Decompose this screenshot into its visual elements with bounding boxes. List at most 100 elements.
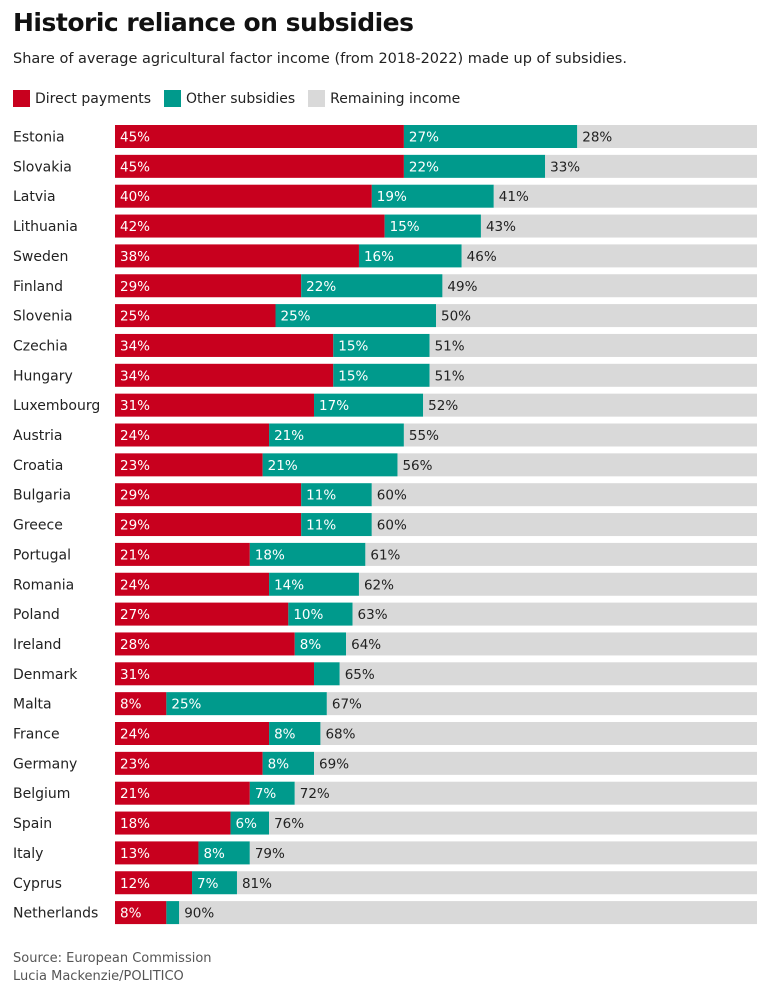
bar-segment-remaining-income [429, 363, 757, 387]
data-label-direct-payments: 8% [120, 906, 142, 922]
bar-segment-remaining-income [346, 632, 757, 656]
category-label: Finland [13, 279, 63, 295]
bar-segment-other-subsidies [198, 841, 250, 865]
data-label-other-subsidies: 8% [268, 756, 290, 772]
category-label: Bulgaria [13, 488, 71, 504]
data-label-other-subsidies: 10% [293, 607, 323, 623]
data-label-other-subsidies: 6% [236, 816, 258, 832]
bar-segment-other-subsidies [358, 244, 462, 268]
bar-segment-direct-payments [115, 304, 276, 328]
bar-segment-direct-payments [115, 423, 270, 447]
bar-segment-direct-payments [115, 333, 334, 357]
bar-row-romania: Romania 24% 14% 62% [13, 572, 757, 596]
data-label-remaining-income: 90% [184, 906, 214, 922]
bar-segment-remaining-income [320, 722, 757, 745]
bar-segment-remaining-income [397, 453, 757, 477]
bar-segment-direct-payments [115, 632, 295, 656]
bar-segment-direct-payments [115, 125, 404, 148]
data-label-other-subsidies: 7% [197, 876, 219, 892]
legend-item-other-subsidies: Other subsidies [164, 90, 295, 107]
bar-segment-other-subsidies [230, 811, 270, 835]
bar-segment-other-subsidies [192, 871, 237, 895]
bar-row-greece: Greece 29% 11% 60% [13, 513, 757, 537]
category-label: Netherlands [13, 906, 98, 922]
bar-segment-remaining-income [442, 274, 757, 298]
legend-item-direct-payments: Direct payments [13, 90, 151, 107]
category-label: Malta [13, 697, 52, 713]
bar-segment-direct-payments [115, 871, 193, 895]
bar-segment-direct-payments [115, 901, 167, 925]
data-label-other-subsidies: 17% [319, 398, 349, 414]
bar-row-ireland: Ireland 28% 8% 64% [13, 632, 757, 656]
bar-segment-direct-payments [115, 811, 231, 835]
data-label-direct-payments: 24% [120, 577, 150, 593]
bar-row-austria: Austria 24% 21% 55% [13, 423, 757, 447]
bar-segment-other-subsidies [301, 483, 372, 507]
category-label: Slovenia [13, 309, 73, 325]
bar-row-luxembourg: Luxembourg 31% 17% 52% [13, 393, 757, 417]
data-label-remaining-income: 60% [377, 488, 407, 504]
bar-segment-remaining-income [545, 154, 757, 178]
data-label-direct-payments: 24% [120, 727, 150, 743]
data-label-remaining-income: 68% [325, 727, 355, 743]
category-label: Luxembourg [13, 398, 100, 414]
bar-segment-other-subsidies [269, 722, 321, 745]
bar-segment-other-subsidies [301, 513, 372, 537]
category-label: Italy [13, 846, 43, 862]
bar-segment-remaining-income [429, 333, 757, 357]
legend-item-remaining-income: Remaining income [308, 90, 460, 107]
data-label-direct-payments: 45% [120, 130, 150, 146]
bar-segment-remaining-income [326, 692, 757, 716]
category-label: Slovakia [13, 159, 72, 175]
data-label-direct-payments: 25% [120, 309, 150, 325]
bar-row-slovakia: Slovakia 45% 22% 33% [13, 154, 757, 178]
data-label-direct-payments: 42% [120, 219, 150, 235]
bar-segment-other-subsidies [288, 602, 353, 626]
bar-segment-other-subsidies [294, 632, 347, 656]
bar-row-netherlands: Netherlands 8% 90% [13, 901, 757, 925]
data-label-direct-payments: 23% [120, 756, 150, 772]
bar-segment-direct-payments [115, 214, 385, 238]
data-label-remaining-income: 63% [358, 607, 388, 623]
data-label-remaining-income: 62% [364, 577, 394, 593]
data-label-remaining-income: 52% [428, 398, 458, 414]
data-label-other-subsidies: 18% [255, 547, 285, 563]
bar-segment-other-subsidies [333, 363, 430, 387]
bar-row-denmark: Denmark 31% 65% [13, 662, 757, 686]
bar-segment-remaining-income [403, 423, 757, 447]
bar-segment-other-subsidies [371, 184, 494, 208]
bar-segment-remaining-income [461, 244, 757, 268]
category-label: Germany [13, 756, 77, 772]
bar-segment-other-subsidies [249, 542, 366, 566]
category-label: Estonia [13, 130, 65, 146]
legend-swatch-remaining-income [308, 90, 326, 107]
bar-row-sweden: Sweden 38% 16% 46% [13, 244, 757, 268]
bar-segment-direct-payments [115, 572, 270, 596]
data-label-remaining-income: 64% [351, 637, 381, 653]
bar-row-spain: Spain 18% 6% 76% [13, 811, 757, 835]
bar-segment-remaining-income [249, 841, 757, 865]
bar-segment-direct-payments [115, 542, 250, 566]
data-label-direct-payments: 21% [120, 547, 150, 563]
source-note: Source: European Commission [13, 951, 212, 966]
bar-segment-other-subsidies [166, 901, 180, 925]
category-label: Austria [13, 428, 62, 444]
data-label-remaining-income: 28% [582, 130, 612, 146]
bar-row-poland: Poland 27% 10% 63% [13, 602, 757, 626]
category-label: Sweden [13, 249, 68, 265]
bar-segment-direct-payments [115, 154, 404, 178]
bar-segment-remaining-income [371, 513, 757, 537]
bar-segment-direct-payments [115, 722, 270, 745]
bar-segment-direct-payments [115, 184, 372, 208]
data-label-remaining-income: 56% [402, 458, 432, 474]
category-label: Greece [13, 518, 63, 534]
data-label-other-subsidies: 11% [306, 518, 336, 534]
data-label-remaining-income: 72% [300, 786, 330, 802]
bar-segment-remaining-income [577, 125, 757, 148]
bar-segment-direct-payments [115, 393, 315, 417]
bar-segment-other-subsidies [314, 393, 424, 417]
bar-segment-remaining-income [423, 393, 757, 417]
bar-segment-other-subsidies [166, 692, 327, 716]
bar-segment-direct-payments [115, 751, 263, 775]
bar-row-czechia: Czechia 34% 15% 51% [13, 333, 757, 357]
